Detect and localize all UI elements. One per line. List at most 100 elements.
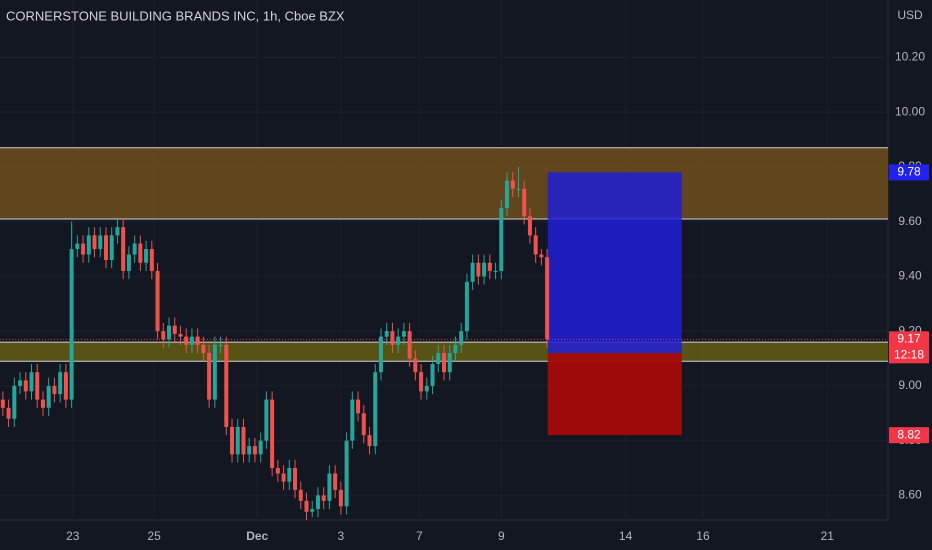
y-tick-label: 8.60: [898, 488, 922, 502]
price-label: 9.17: [897, 332, 921, 346]
candle-body: [189, 336, 194, 345]
candle-body: [527, 216, 532, 236]
x-tick-label: 9: [498, 529, 505, 543]
countdown: 12:18: [894, 348, 924, 362]
candle-body: [86, 235, 91, 255]
candle-body: [539, 254, 544, 258]
x-tick-label: 14: [619, 529, 633, 543]
candle-body: [224, 344, 229, 427]
candle-body: [138, 243, 143, 263]
candle-body: [545, 257, 550, 340]
candle-body: [218, 344, 223, 346]
candle-body: [367, 435, 372, 447]
candle-body: [304, 500, 309, 512]
x-tick-label: 23: [66, 529, 80, 543]
candle-body: [12, 385, 17, 419]
y-tick-label: 10.20: [895, 50, 925, 64]
y-tick-label: 9.60: [898, 214, 922, 228]
candle-body: [241, 426, 246, 455]
candle-body: [510, 180, 515, 189]
candle-body: [247, 446, 252, 455]
candle-body: [270, 399, 275, 468]
candle-body: [350, 399, 355, 441]
candle-body: [361, 413, 366, 436]
candle-body: [23, 380, 28, 392]
candle-body: [499, 208, 504, 271]
candle-body: [98, 235, 103, 250]
candle-body: [424, 385, 429, 392]
candle-body: [6, 407, 11, 419]
candle-body: [155, 270, 160, 332]
candle-body: [482, 262, 487, 277]
candle-body: [396, 336, 401, 345]
candle-body: [430, 364, 435, 386]
candle-body: [533, 235, 538, 255]
candle-body: [419, 372, 424, 392]
y-tick-label: 9.00: [898, 378, 922, 392]
candle-body: [69, 249, 74, 400]
candle-body: [52, 385, 57, 395]
candle-body: [407, 331, 412, 359]
candle-body: [476, 262, 481, 277]
candle-body: [505, 180, 510, 208]
candle-body: [178, 333, 183, 337]
candle-body: [464, 281, 469, 332]
candle-body: [516, 188, 521, 190]
candle-body: [103, 235, 108, 260]
candle-body: [184, 336, 189, 345]
countdown-bg: [889, 347, 929, 364]
candle-body: [373, 372, 378, 447]
x-tick-label: 25: [147, 529, 161, 543]
candle-body: [29, 372, 34, 392]
x-tick-label: 16: [696, 529, 710, 543]
candle-body: [58, 372, 63, 395]
candle-body: [35, 372, 40, 400]
candle-body: [298, 489, 303, 501]
candle-body: [281, 473, 286, 482]
target-area: [547, 172, 682, 354]
price-label-bg: [889, 427, 929, 444]
candle-body: [315, 495, 320, 510]
candle-body: [46, 385, 51, 408]
candle-body: [401, 331, 406, 337]
candle-body: [195, 336, 200, 345]
candle-body: [258, 440, 263, 455]
candle-body: [447, 353, 452, 373]
candle-body: [149, 249, 154, 271]
candle-body: [230, 426, 235, 455]
candle-body: [212, 344, 217, 400]
candle-body: [453, 344, 458, 354]
candle-body: [310, 509, 315, 512]
candle-body: [327, 473, 332, 501]
candle-body: [293, 468, 298, 490]
chart-title: CORNERSTONE BUILDING BRANDS INC, 1h, Cbo…: [6, 8, 345, 23]
currency: USD: [897, 8, 923, 22]
candle-body: [109, 235, 114, 260]
x-tick-label: 7: [416, 529, 423, 543]
candle-body: [132, 243, 137, 255]
candle-body: [384, 331, 389, 337]
candle-body: [92, 235, 97, 250]
candle-body: [18, 380, 23, 386]
x-tick-label: 21: [821, 529, 835, 543]
candle-body: [378, 336, 383, 373]
candle-body: [75, 243, 80, 250]
candle-body: [522, 188, 527, 217]
candle-body: [167, 325, 172, 340]
price-label: 9.78: [897, 165, 921, 179]
x-tick-label: 3: [338, 529, 345, 543]
candle-body: [264, 399, 269, 441]
x-tick-label: Dec: [246, 529, 268, 543]
candle-body: [40, 399, 45, 408]
candle-body: [321, 495, 326, 501]
candle-body: [338, 489, 343, 507]
candle-body: [121, 227, 126, 271]
candle-body: [413, 358, 418, 373]
candle-body: [436, 353, 441, 364]
candle-body: [356, 399, 361, 414]
candle-body: [287, 468, 292, 482]
candle-body: [126, 254, 131, 271]
candle-body: [470, 262, 475, 282]
